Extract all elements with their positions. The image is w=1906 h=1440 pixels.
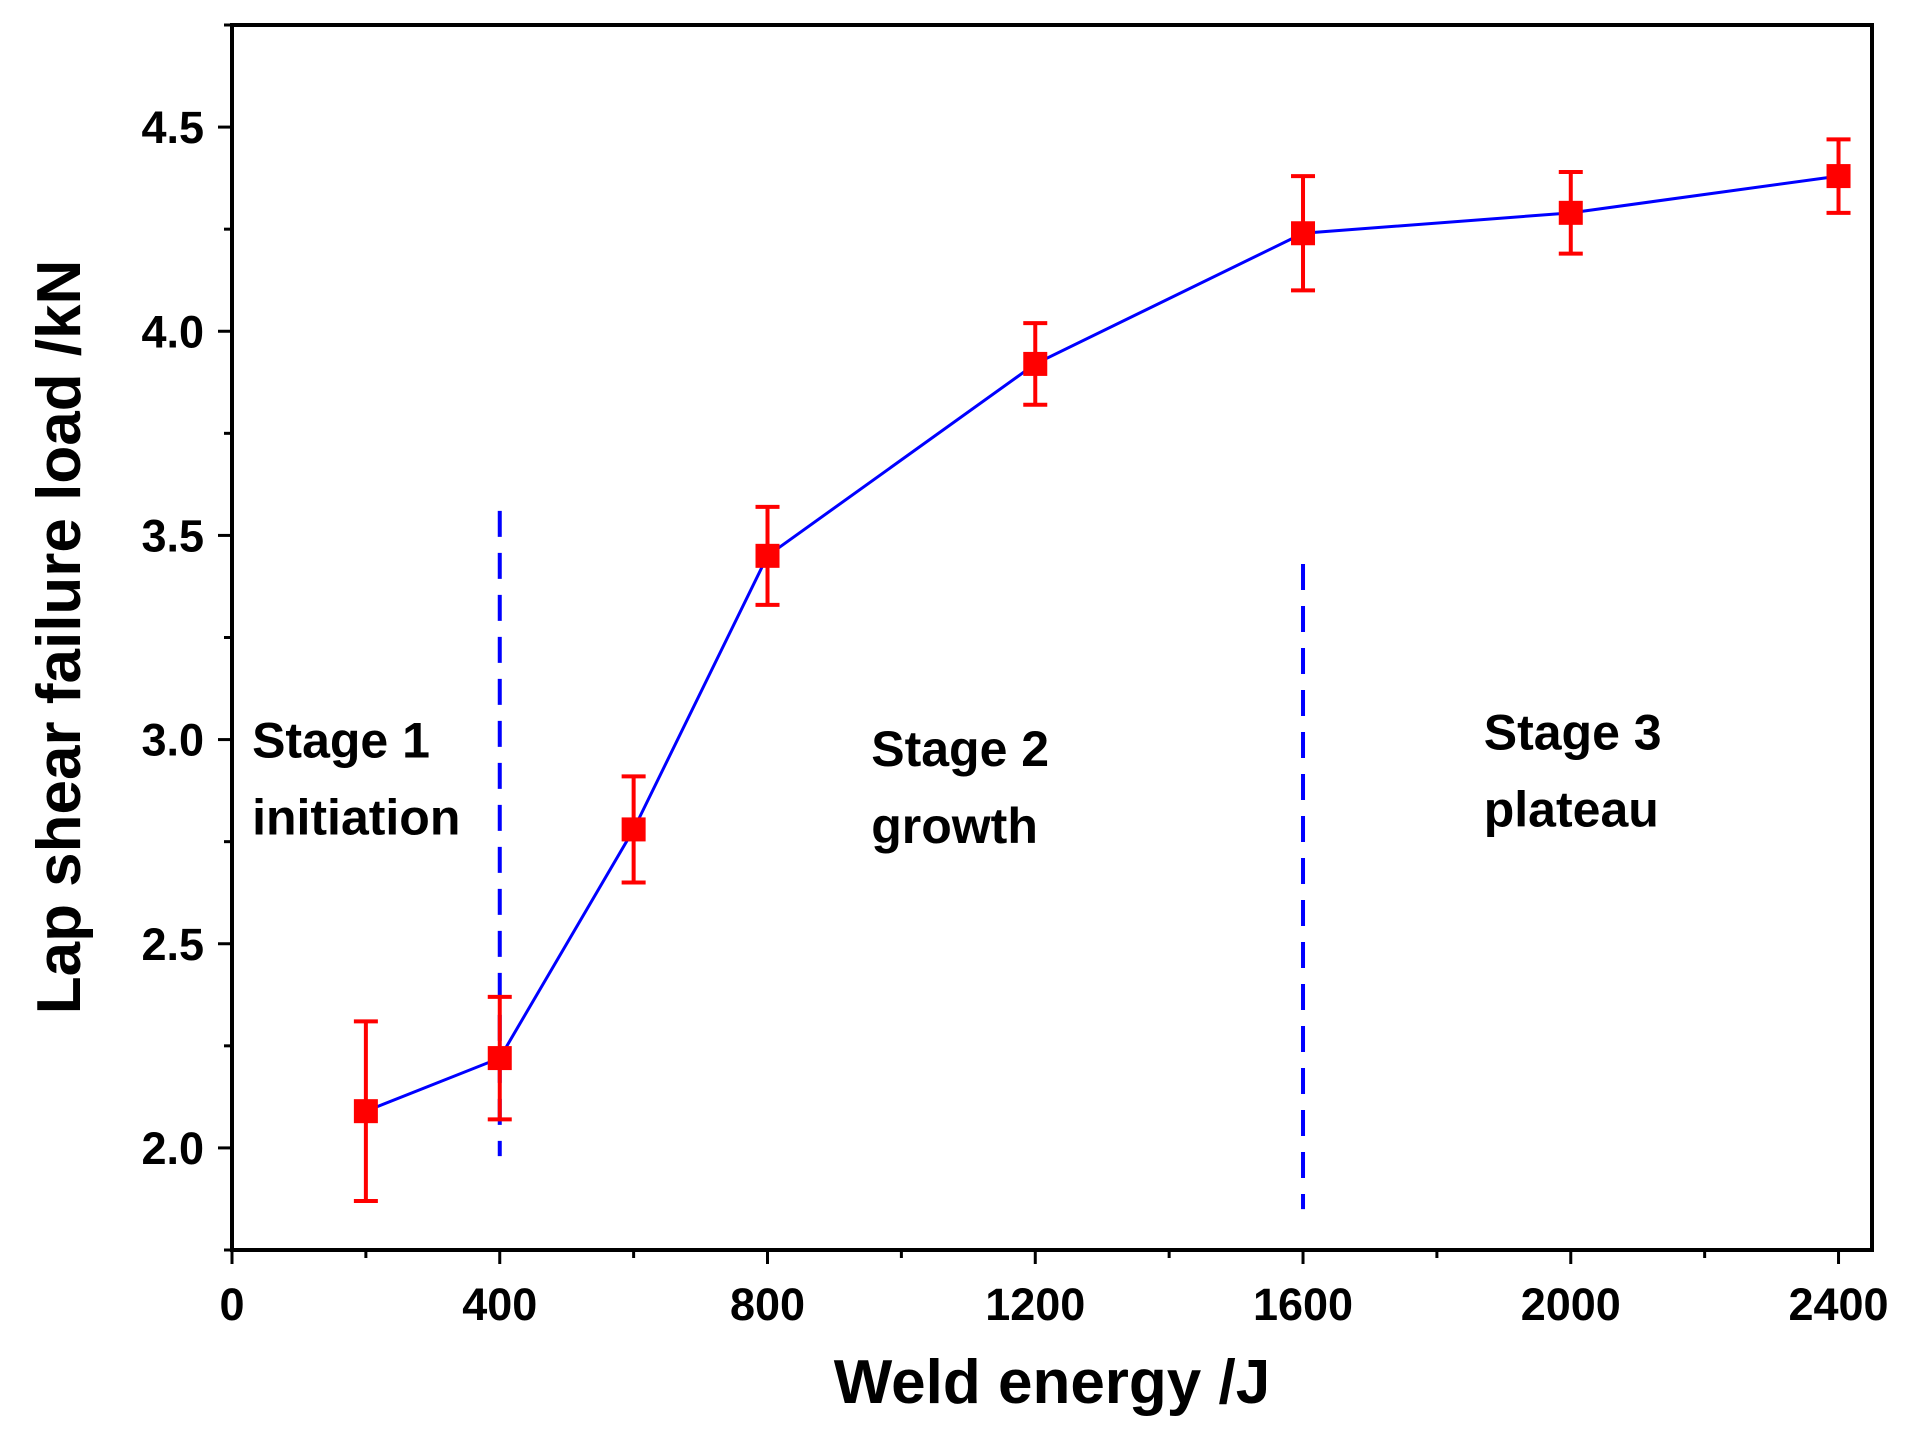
y-tick-label: 2.0 [141, 1123, 204, 1174]
stage-annotation-text: growth [871, 798, 1038, 854]
x-tick-label: 0 [219, 1279, 244, 1330]
series-line [365, 174, 1839, 1113]
data-point-marker [1023, 351, 1048, 376]
stage-annotation-text: Stage 2 [871, 721, 1049, 777]
data-point-marker [1826, 164, 1851, 189]
stage-annotation-text: Stage 3 [1484, 704, 1662, 760]
y-axis-title: Lap shear failure load /kN [25, 260, 94, 1015]
y-tick-label: 4.0 [141, 306, 204, 357]
data-point-marker [1558, 200, 1583, 225]
stage-annotation-text: Stage 1 [252, 713, 430, 769]
x-axis-title: Weld energy /J [834, 1348, 1270, 1417]
y-tick-label: 3.0 [141, 715, 204, 766]
y-tick-label: 4.5 [141, 102, 204, 153]
y-tick-label: 2.5 [141, 919, 204, 970]
data-point-marker [1291, 221, 1316, 246]
tick-labels: 0 400 800 1200 1600 2000 2400 2.0 2.5 3.0 3.5 4.0 4.… [141, 102, 1888, 1330]
data-point-marker [487, 1046, 512, 1071]
x-tick-label: 1600 [1253, 1279, 1353, 1330]
x-tick-label: 2400 [1788, 1279, 1888, 1330]
data-point-marker [755, 543, 780, 568]
stage-annotation-text: initiation [252, 790, 460, 846]
y-tick-label: 3.5 [141, 510, 204, 561]
data-series [353, 137, 1851, 1203]
x-tick-label: 1200 [985, 1279, 1085, 1330]
axis-ticks [218, 23, 1841, 1264]
x-tick-label: 400 [462, 1279, 537, 1330]
data-point-marker [353, 1099, 378, 1124]
stage-dividers [497, 510, 1306, 1210]
stage-annotations: Stage 1 initiation Stage 2 growth Stage 3 pla… [252, 704, 1662, 853]
stage-annotation-text: plateau [1484, 781, 1659, 837]
x-tick-label: 2000 [1521, 1279, 1621, 1330]
x-tick-label: 800 [730, 1279, 805, 1330]
data-point-marker [621, 817, 646, 842]
